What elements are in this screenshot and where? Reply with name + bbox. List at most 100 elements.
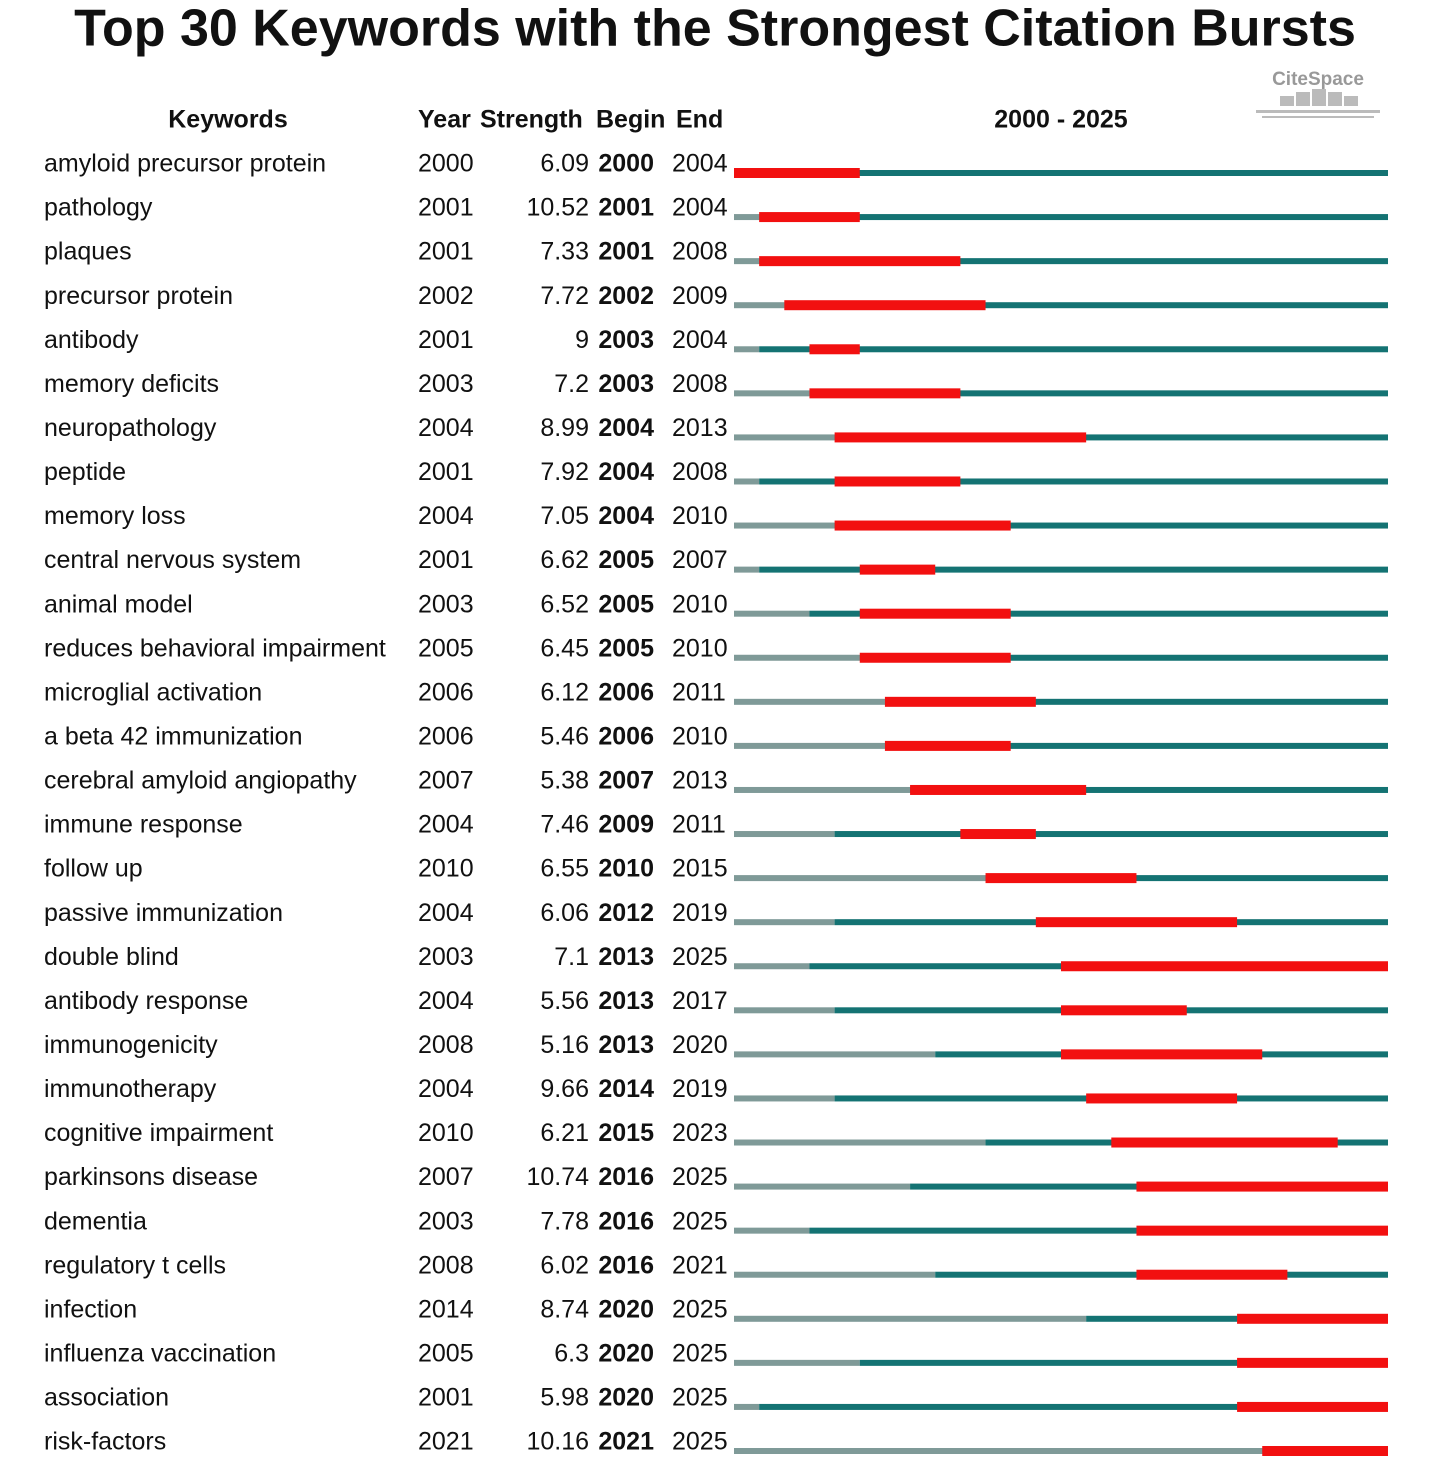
- burst: [1136, 1225, 1388, 1236]
- end: 2021: [672, 1251, 728, 1279]
- end: 2025: [672, 1339, 728, 1367]
- active-period: [759, 346, 1388, 353]
- begin: 2015: [598, 1119, 654, 1147]
- burst: [985, 873, 1137, 884]
- year: 2004: [418, 414, 474, 442]
- year: 2006: [418, 723, 474, 751]
- keyword: immune response: [44, 811, 243, 839]
- keyword: animal model: [44, 590, 193, 618]
- keyword: amyloid precursor protein: [44, 150, 326, 178]
- keyword: memory deficits: [44, 370, 219, 398]
- burst: [1136, 1181, 1388, 1192]
- end: 2025: [672, 1295, 728, 1323]
- strength: 5.46: [540, 723, 589, 751]
- before-appearance: [734, 1403, 760, 1410]
- keyword: double blind: [44, 943, 179, 971]
- burst: [1061, 1049, 1263, 1060]
- burst: [859, 652, 1011, 663]
- keyword: pathology: [44, 194, 153, 222]
- keyword: dementia: [44, 1207, 147, 1235]
- strength: 5.38: [540, 767, 589, 795]
- active-period: [834, 831, 1388, 838]
- year: 2005: [418, 634, 474, 662]
- begin: 2006: [598, 723, 654, 751]
- header-year: Year: [418, 106, 471, 134]
- before-appearance: [734, 1227, 810, 1234]
- keyword: a beta 42 immunization: [44, 723, 302, 751]
- year: 2021: [418, 1428, 474, 1456]
- active-period: [834, 522, 1388, 529]
- active-period: [809, 610, 1388, 617]
- year: 2004: [418, 502, 474, 530]
- begin: 2005: [598, 634, 654, 662]
- before-appearance: [734, 786, 911, 793]
- year: 2007: [418, 767, 474, 795]
- end: 2025: [672, 943, 728, 971]
- burst: [1035, 917, 1238, 928]
- before-appearance: [734, 1315, 1087, 1322]
- keyword: influenza vaccination: [44, 1339, 276, 1367]
- year: 2003: [418, 1207, 474, 1235]
- before-appearance: [734, 214, 760, 221]
- burst: [884, 696, 1036, 707]
- year: 2007: [418, 1163, 474, 1191]
- year: 2003: [418, 943, 474, 971]
- active-period: [809, 390, 1388, 397]
- end: 2011: [672, 678, 726, 706]
- keyword: precursor protein: [44, 282, 233, 310]
- burst: [1061, 961, 1388, 972]
- year: 2001: [418, 458, 474, 486]
- end: 2013: [672, 414, 728, 442]
- year: 2014: [418, 1295, 474, 1323]
- end: 2008: [672, 238, 728, 266]
- keyword: antibody: [44, 326, 139, 354]
- active-period: [759, 566, 1388, 573]
- end: 2019: [672, 1075, 728, 1103]
- burst: [809, 388, 961, 399]
- year: 2010: [418, 1119, 474, 1147]
- end: 2004: [672, 150, 728, 178]
- before-appearance: [734, 919, 835, 926]
- burst: [1237, 1313, 1388, 1324]
- begin: 2001: [598, 238, 654, 266]
- keyword: passive immunization: [44, 899, 283, 927]
- keyword: cerebral amyloid angiopathy: [44, 767, 357, 795]
- active-period: [834, 434, 1388, 441]
- strength: 10.52: [526, 194, 589, 222]
- strength: 10.16: [526, 1428, 589, 1456]
- strength: 6.55: [540, 855, 589, 883]
- begin: 2004: [598, 502, 654, 530]
- end: 2010: [672, 723, 728, 751]
- before-appearance: [734, 522, 835, 529]
- strength: 5.98: [540, 1384, 589, 1412]
- strength: 9.66: [540, 1075, 589, 1103]
- active-period: [884, 742, 1388, 749]
- active-period: [859, 1359, 1388, 1366]
- end: 2008: [672, 370, 728, 398]
- before-appearance: [734, 1095, 835, 1102]
- end: 2011: [672, 811, 726, 839]
- keyword: reduces behavioral impairment: [44, 634, 386, 662]
- burst: [910, 784, 1087, 795]
- burst: [759, 256, 961, 267]
- end: 2017: [672, 987, 728, 1015]
- burst: [1237, 1357, 1388, 1368]
- year: 2001: [418, 1384, 474, 1412]
- begin: 2000: [598, 150, 654, 178]
- before-appearance: [734, 302, 785, 309]
- year: 2003: [418, 370, 474, 398]
- keyword: antibody response: [44, 987, 248, 1015]
- end: 2020: [672, 1031, 728, 1059]
- before-appearance: [734, 346, 760, 353]
- logo: CiteSpace: [1272, 69, 1364, 90]
- strength: 6.02: [540, 1251, 589, 1279]
- strength: 7.72: [540, 282, 589, 310]
- begin: 2010: [598, 855, 654, 883]
- burst: [1136, 1269, 1288, 1280]
- year: 2008: [418, 1251, 474, 1279]
- strength: 6.52: [540, 590, 589, 618]
- strength: 7.33: [540, 238, 589, 266]
- end: 2013: [672, 767, 728, 795]
